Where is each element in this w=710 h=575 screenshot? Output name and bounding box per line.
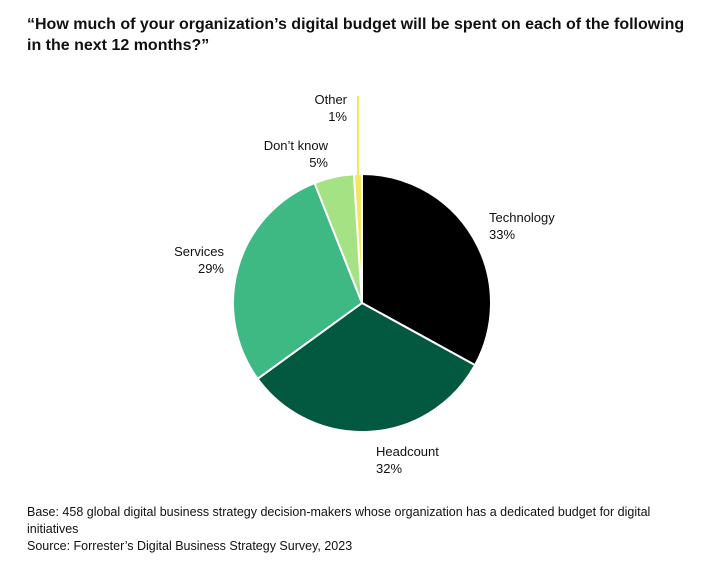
slice-value-technology: 33% xyxy=(489,227,515,242)
pie-slice-headcount xyxy=(256,302,477,433)
chart-notes: Base: 458 global digital business strate… xyxy=(27,504,687,555)
slice-label-headcount: Headcount xyxy=(376,444,439,459)
pie-slice-services xyxy=(232,182,363,380)
slice-value-services: 29% xyxy=(198,261,224,276)
pie-chart: Technology 33% Headcount 32% Services 29% Don’… xyxy=(174,92,555,476)
slice-value-headcount: 32% xyxy=(376,461,402,476)
slice-value-don-t-know: 5% xyxy=(309,155,328,170)
pie-slice-technology xyxy=(361,173,492,367)
slice-label-services: Services xyxy=(174,244,224,259)
slice-label-don-t-know: Don’t know xyxy=(264,138,329,153)
pie-chart-svg: Technology 33% Headcount 32% Services 29% Don’… xyxy=(174,92,555,476)
chart-title: “How much of your organization’s digital… xyxy=(27,16,685,54)
source-note: Source: Forrester’s Digital Business Str… xyxy=(27,539,353,553)
slice-label-other: Other xyxy=(314,92,347,107)
base-note: Base: 458 global digital business strate… xyxy=(27,505,651,536)
slice-label-technology: Technology xyxy=(489,210,555,225)
slice-value-other: 1% xyxy=(328,109,347,124)
